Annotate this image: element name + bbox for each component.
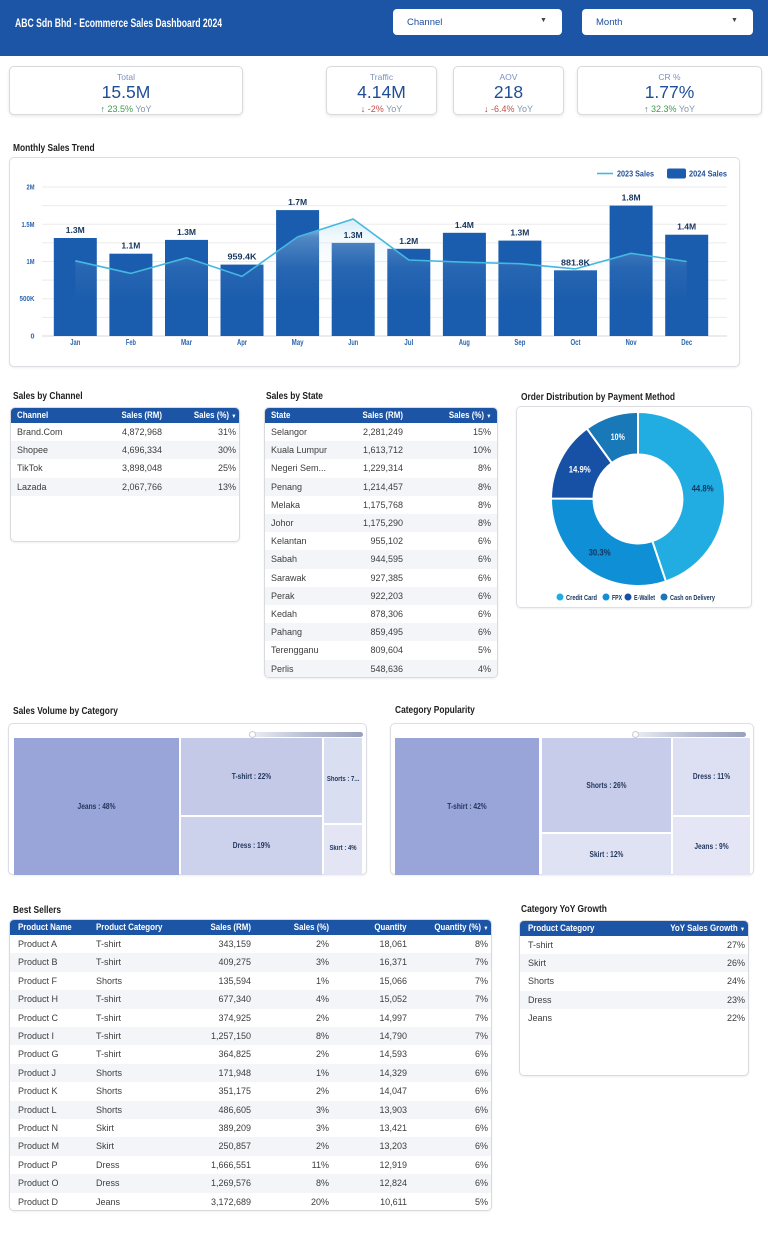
svg-text:Credit Card: Credit Card — [566, 595, 597, 602]
svg-text:2023 Sales: 2023 Sales — [617, 169, 654, 179]
svg-text:10%: 10% — [611, 432, 625, 442]
svg-text:959.4K: 959.4K — [228, 253, 257, 262]
svg-text:0: 0 — [31, 332, 35, 341]
svg-text:1.3M: 1.3M — [66, 226, 85, 235]
svg-text:30.3%: 30.3% — [589, 548, 611, 558]
svg-text:14.9%: 14.9% — [569, 465, 591, 475]
svg-text:E-Wallet: E-Wallet — [634, 595, 656, 602]
svg-text:Cash on Delivery: Cash on Delivery — [670, 595, 715, 602]
svg-text:1.7M: 1.7M — [288, 198, 307, 207]
svg-text:1.2M: 1.2M — [399, 237, 418, 246]
svg-text:881.8K: 881.8K — [561, 258, 590, 267]
svg-text:1.4M: 1.4M — [455, 221, 474, 230]
svg-text:44.8%: 44.8% — [692, 484, 714, 494]
svg-text:Nov: Nov — [626, 338, 637, 347]
svg-text:Mar: Mar — [181, 338, 192, 347]
svg-text:Jun: Jun — [348, 338, 358, 347]
svg-text:Aug: Aug — [459, 338, 470, 347]
svg-text:1.3M: 1.3M — [344, 231, 363, 240]
svg-text:FPX: FPX — [612, 595, 622, 602]
svg-text:2024 Sales: 2024 Sales — [689, 169, 727, 179]
svg-text:1.3M: 1.3M — [510, 229, 529, 238]
svg-text:Oct: Oct — [571, 338, 581, 347]
svg-text:2M: 2M — [27, 183, 35, 192]
svg-text:500K: 500K — [20, 294, 35, 303]
svg-text:Apr: Apr — [237, 338, 247, 347]
svg-text:Feb: Feb — [126, 338, 136, 347]
svg-text:1.5M: 1.5M — [22, 220, 35, 229]
svg-text:1.3M: 1.3M — [177, 228, 196, 237]
svg-text:Jul: Jul — [404, 338, 413, 347]
svg-text:Dec: Dec — [681, 338, 692, 347]
svg-text:1.1M: 1.1M — [121, 242, 140, 251]
svg-text:Jan: Jan — [70, 338, 80, 347]
svg-text:Sep: Sep — [514, 338, 525, 347]
svg-text:May: May — [292, 338, 304, 347]
svg-text:1.4M: 1.4M — [677, 223, 696, 232]
svg-text:1M: 1M — [27, 257, 35, 266]
svg-text:1.8M: 1.8M — [622, 194, 641, 203]
